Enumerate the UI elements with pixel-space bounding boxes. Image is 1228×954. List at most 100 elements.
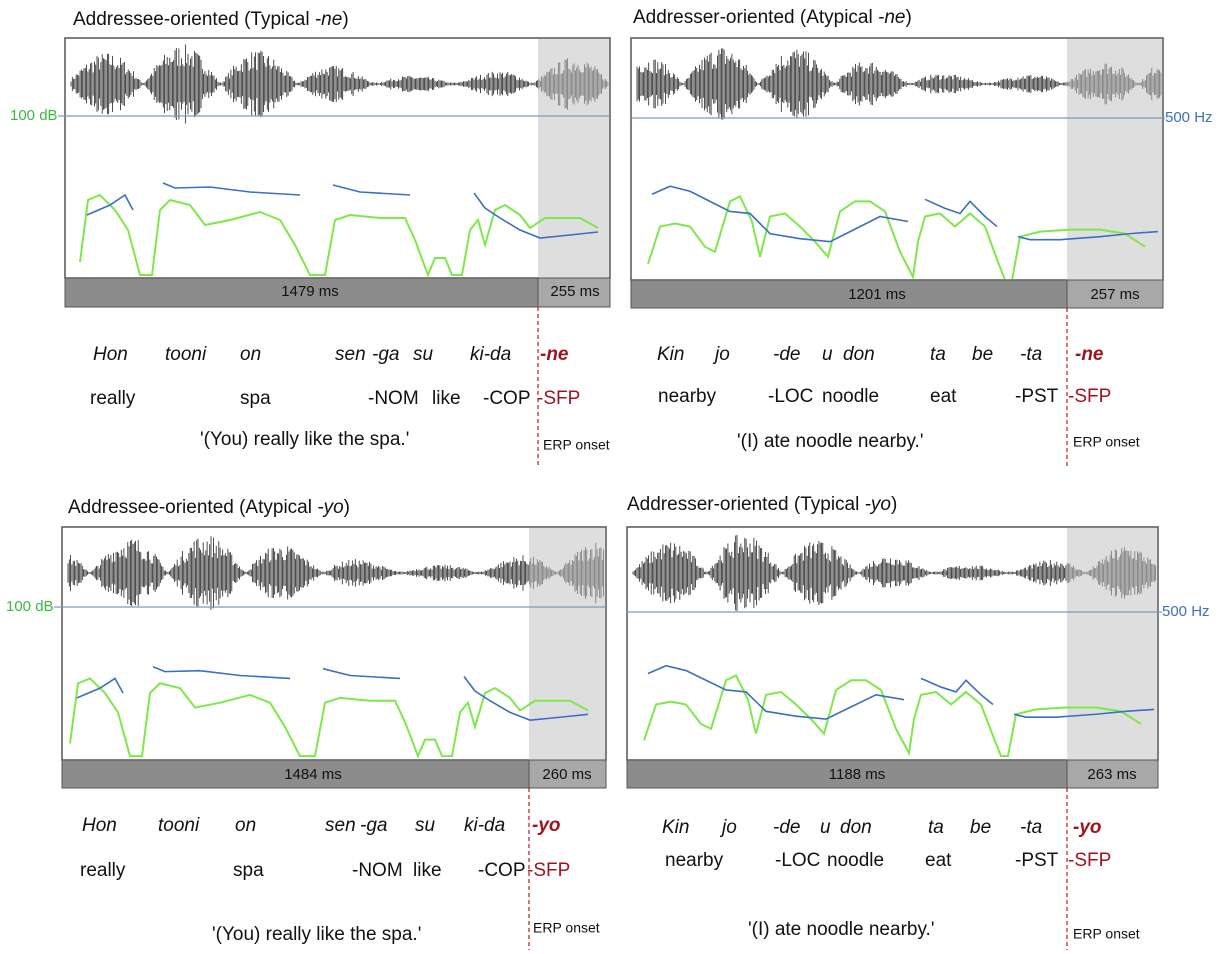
duration-label: 1479 ms: [281, 283, 339, 300]
gloss-label: -LOC: [775, 850, 820, 871]
gloss-word: -ga: [360, 815, 387, 836]
sfp-shade: [1067, 528, 1157, 760]
gloss-label: -PST: [1015, 850, 1059, 871]
sfp-shade: [538, 39, 609, 278]
gloss-word: -ga: [372, 344, 399, 365]
gloss-word: Kin: [657, 344, 684, 365]
gloss-label: -LOC: [768, 386, 813, 407]
pitch-curve: [473, 192, 599, 239]
gloss-word: jo: [712, 344, 730, 365]
title-part: ): [344, 497, 350, 518]
gloss-word: ta: [928, 817, 944, 838]
erp-onset-label: ERP onset: [1073, 926, 1140, 942]
gloss-word: on: [240, 344, 261, 365]
panel-title: Addresser-oriented (Atypical -ne): [633, 7, 912, 28]
duration-label: 257 ms: [1090, 286, 1139, 303]
gloss-label: spa: [233, 860, 264, 881]
title-part: Addresser-oriented (Typical: [627, 494, 865, 515]
erp-onset-label: ERP onset: [1073, 434, 1140, 450]
gloss-word: ta: [930, 344, 946, 365]
gloss-word: Hon: [93, 344, 128, 365]
gloss-word: -de: [773, 817, 800, 838]
gloss-label: nearby: [658, 386, 717, 407]
duration-label: 260 ms: [542, 766, 591, 783]
translation: '(You) really like the spa.': [200, 429, 409, 450]
level-label: 100 dB: [6, 598, 54, 615]
gloss-word: su: [413, 344, 434, 365]
pitch-curve: [76, 677, 124, 699]
pitch-curve: [924, 198, 998, 228]
duration-label: 263 ms: [1087, 766, 1136, 783]
gloss-label: eat: [930, 386, 957, 407]
gloss-label: -SFP: [1068, 386, 1111, 407]
gloss-label: really: [80, 860, 126, 881]
title-part: ): [342, 9, 348, 30]
level-label: 500 Hz: [1162, 603, 1210, 620]
gloss-label: -COP: [478, 860, 526, 881]
pitch-curve: [152, 666, 291, 680]
pitch-curve: [86, 193, 134, 216]
erp-onset-label: ERP onset: [533, 920, 600, 936]
gloss-word: -ta: [1020, 344, 1042, 365]
gloss-label: -COP: [483, 388, 531, 409]
gloss-word: sen: [325, 815, 356, 836]
gloss-word: -yo: [1073, 817, 1102, 838]
pitch-curve: [647, 664, 905, 720]
gloss-word: don: [843, 344, 875, 365]
title-part: -yo: [865, 494, 891, 515]
gloss-word: Hon: [82, 815, 117, 836]
gloss-label: noodle: [827, 850, 884, 871]
panel: 100 dB 1484 ms 260 ms Addressee-oriented (A…: [6, 497, 607, 950]
level-label: 100 dB: [10, 107, 58, 124]
duration-label: 1484 ms: [284, 766, 342, 783]
gloss-label: spa: [240, 388, 271, 409]
pitch-curve: [651, 185, 909, 243]
panel: 500 Hz 1188 ms 263 ms Addresser-oriented (T…: [626, 494, 1210, 950]
intensity-curve: [79, 193, 599, 278]
title-part: Addressee-oriented (Atypical: [68, 497, 317, 518]
level-label: 500 Hz: [1165, 109, 1213, 126]
panel: 500 Hz 1201 ms 257 ms Addresser-oriented (A…: [630, 7, 1213, 468]
gloss-word: Kin: [662, 817, 689, 838]
gloss-word: sen: [335, 344, 366, 365]
gloss-word: su: [415, 815, 436, 836]
gloss-label: like: [432, 388, 461, 409]
panel-box: [64, 37, 611, 279]
intensity-curve: [69, 677, 589, 759]
gloss-word: be: [972, 344, 993, 365]
gloss-word: -de: [773, 344, 800, 365]
gloss-word: ki-da: [470, 344, 511, 365]
duration-bar: [64, 277, 611, 308]
duration-bar-sfp: [537, 277, 611, 308]
gloss-word: u: [820, 817, 831, 838]
gloss-word: jo: [719, 817, 737, 838]
duration-bar-sfp: [528, 759, 607, 789]
title-part: -ne: [878, 7, 905, 28]
gloss-label: like: [413, 860, 442, 881]
gloss-label: eat: [925, 850, 952, 871]
panel-title: Addressee-oriented (Atypical -yo): [68, 497, 350, 518]
title-part: ): [905, 7, 911, 28]
gloss-word: don: [840, 817, 872, 838]
gloss-label: -NOM: [368, 388, 419, 409]
translation: '(I) ate noodle nearby.': [748, 919, 934, 940]
translation: '(I) ate noodle nearby.': [737, 431, 923, 452]
gloss-label: -NOM: [352, 860, 403, 881]
title-part: -ne: [315, 9, 342, 30]
panel-title: Addresser-oriented (Typical -yo): [627, 494, 897, 515]
gloss-word: on: [235, 815, 256, 836]
pitch-curve: [1013, 708, 1155, 718]
gloss-word: u: [822, 344, 833, 365]
gloss-label: -SFP: [527, 860, 570, 881]
gloss-word: tooni: [165, 344, 207, 365]
duration-bar-sfp: [1066, 759, 1159, 789]
title-part: ): [891, 494, 897, 515]
gloss-word: -yo: [532, 815, 561, 836]
gloss-word: -ne: [540, 344, 569, 365]
gloss-word: ki-da: [464, 815, 505, 836]
gloss-word: -ne: [1075, 344, 1104, 365]
duration-bar-sfp: [1066, 279, 1164, 309]
gloss-label: noodle: [822, 386, 879, 407]
erp-onset-label: ERP onset: [543, 437, 610, 453]
